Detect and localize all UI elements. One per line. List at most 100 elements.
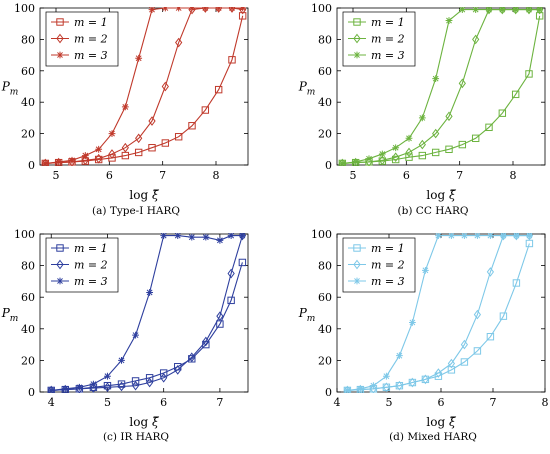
caption-text: Type-I HARQ: [110, 205, 181, 217]
data-point: [108, 130, 116, 137]
y-tick-label: 0: [325, 159, 332, 172]
data-point: [487, 233, 494, 239]
plot-frame: [39, 7, 249, 166]
chart-mixed-harq: 0 20 40 60 80 100 4 5 6 7 8 Pm log ξ̄ m = 1 m = 2 m = 3…: [298, 228, 549, 443]
data-point: [159, 369, 168, 377]
x-tick-label: 8: [510, 169, 517, 182]
legend-label: m = 2: [74, 259, 108, 272]
caption-text: IR HARQ: [120, 431, 169, 443]
data-point: [214, 85, 223, 94]
data-point: [448, 233, 455, 239]
data-point: [473, 309, 482, 320]
chart-ir-harq: 0 20 40 60 80 100 4 5 6 7 Pm log ξ̄ m = 1 m = 2 m = 3 (…: [1, 228, 249, 443]
data-point: [338, 160, 346, 166]
data-point: [432, 128, 440, 139]
x-tick-label: 7: [216, 396, 223, 409]
data-point: [188, 352, 196, 363]
data-point: [228, 7, 236, 12]
y-tick-label: 40: [318, 323, 332, 336]
data-point: [499, 312, 508, 320]
data-point: [445, 145, 453, 154]
data-point: [174, 233, 182, 239]
data-point: [228, 7, 236, 13]
legend-label: m = 2: [371, 33, 405, 46]
legend-label: m = 3: [74, 49, 108, 62]
data-point: [471, 134, 480, 143]
data-point: [227, 233, 235, 239]
x-axis-label-prefix: log: [129, 415, 152, 429]
legend: m = 1 m = 2 m = 3: [342, 11, 416, 67]
data-point: [353, 244, 361, 252]
data-point: [148, 116, 156, 126]
data-point: [121, 103, 129, 111]
data-point: [378, 155, 386, 166]
data-point: [95, 153, 103, 164]
chart-cc-harq: 0 20 40 60 80 100 5 6 7 8 Pm log ξ̄ m = 1 m = 2 m = 3 (…: [298, 2, 546, 217]
data-point: [56, 277, 64, 285]
x-axis-label-symbol: ξ̄: [152, 415, 160, 429]
x-tick-label: 6: [438, 396, 445, 409]
subfigure-caption: (c) IR HARQ: [103, 431, 169, 443]
caption-tag: (d): [389, 431, 407, 443]
data-point: [500, 233, 507, 239]
data-point: [395, 380, 404, 391]
data-point: [201, 7, 209, 12]
data-point: [352, 158, 360, 166]
y-axis-label-sub: m: [10, 314, 19, 324]
series-line: [347, 235, 530, 391]
data-point: [118, 357, 125, 364]
data-point: [421, 374, 430, 385]
legend-label: m = 3: [371, 49, 405, 62]
data-point: [498, 7, 506, 13]
y-axis-label: Pm: [298, 80, 316, 98]
data-point: [353, 277, 361, 285]
data-point: [81, 155, 89, 166]
y-axis-label-main: P: [298, 80, 308, 94]
series-line: [45, 7, 243, 164]
data-point: [238, 233, 246, 239]
legend-label: m = 3: [74, 275, 108, 288]
data-point: [460, 339, 469, 350]
x-axis-label-prefix: log: [426, 415, 449, 429]
y-tick-label: 40: [318, 96, 332, 109]
data-point: [353, 259, 361, 270]
data-point: [474, 233, 481, 239]
plot-frame: [39, 233, 249, 393]
data-point: [486, 333, 495, 341]
x-tick-label: 6: [403, 169, 410, 182]
data-point: [61, 385, 69, 393]
x-axis-label: log ξ̄: [129, 415, 160, 429]
x-axis-label-symbol: ξ̄: [449, 415, 457, 429]
data-point: [239, 7, 247, 12]
data-point: [513, 233, 520, 239]
data-point: [422, 266, 429, 274]
data-point: [396, 352, 403, 360]
y-tick-label: 20: [318, 128, 332, 141]
legend-label: m = 1: [74, 16, 108, 29]
data-point: [202, 233, 210, 241]
data-point: [215, 7, 223, 13]
data-point: [486, 267, 495, 277]
data-point: [447, 358, 456, 369]
data-point: [392, 152, 400, 162]
legend: m = 1 m = 2 m = 3: [45, 11, 119, 67]
legend-label: m = 1: [371, 242, 405, 255]
y-axis-label: Pm: [1, 306, 19, 324]
x-tick-label: 4: [48, 396, 55, 409]
data-point: [357, 385, 364, 393]
data-point: [146, 289, 154, 296]
data-point: [405, 147, 413, 158]
x-tick-label: 5: [53, 169, 60, 182]
data-point: [445, 111, 453, 122]
data-point: [472, 7, 480, 13]
data-point: [104, 372, 111, 380]
legend: m = 1 m = 2 m = 3: [45, 237, 119, 293]
data-point: [405, 134, 413, 142]
data-point: [526, 233, 533, 239]
data-point: [56, 259, 64, 270]
data-point: [81, 152, 89, 159]
data-point: [353, 33, 361, 44]
data-point: [353, 51, 361, 59]
data-point: [365, 155, 373, 163]
data-point: [378, 150, 386, 158]
